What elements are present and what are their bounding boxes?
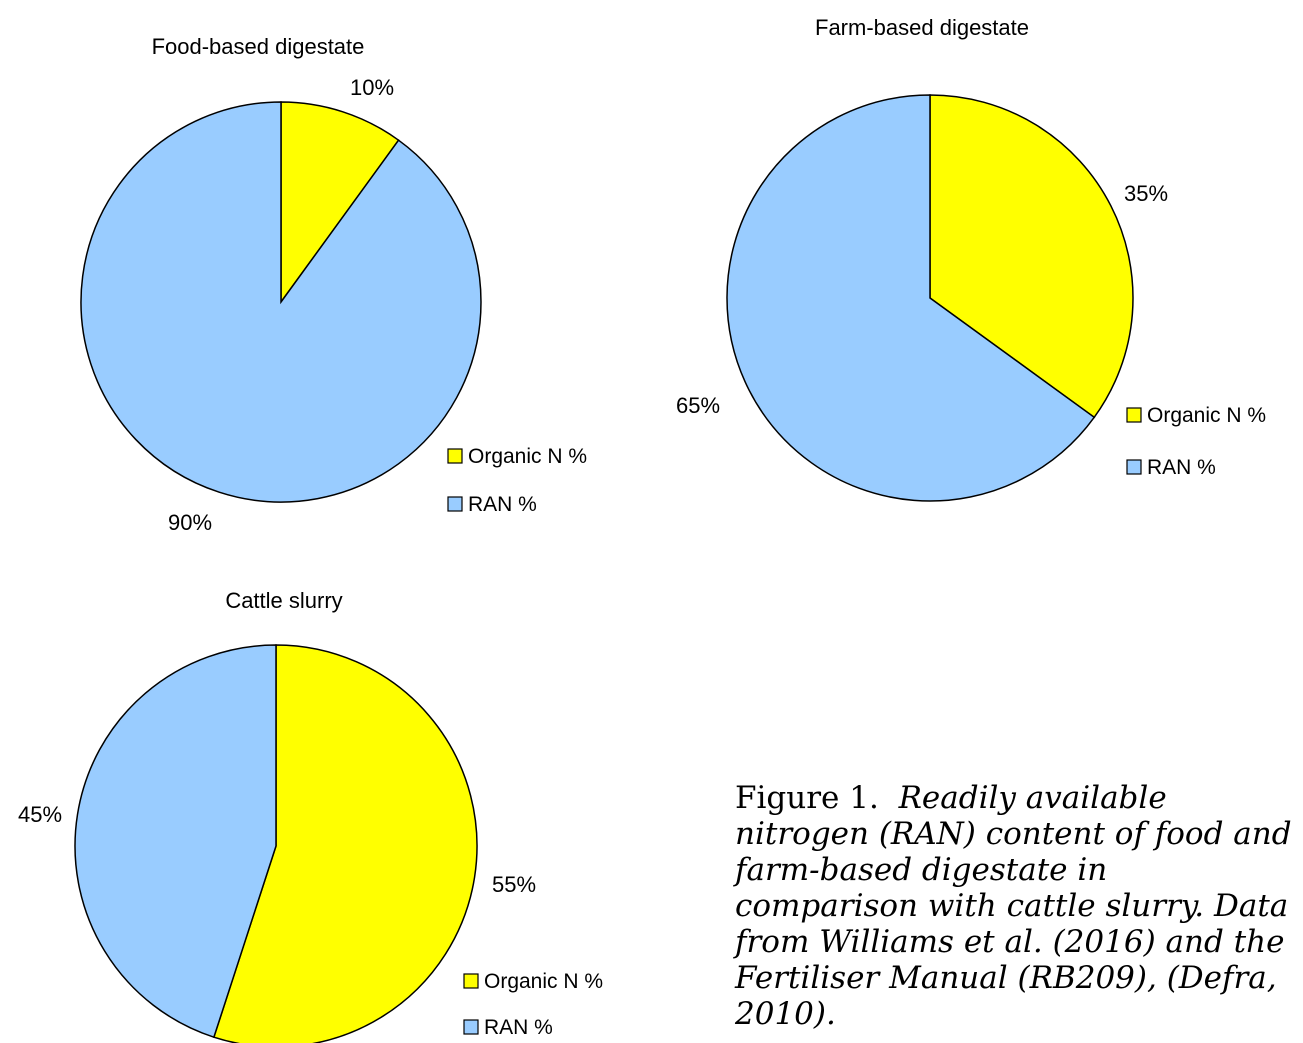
caption-label: Figure 1. — [735, 780, 879, 816]
slice-ran — [726, 94, 1096, 502]
slice-ran — [80, 101, 482, 503]
legend: Organic N % RAN % — [463, 970, 603, 1039]
legend: Organic N % RAN % — [1126, 404, 1266, 479]
legend-swatch-organic-n — [447, 448, 463, 464]
legend-swatch-ran — [1126, 459, 1142, 475]
slice-label-ran: 90% — [168, 510, 212, 535]
pie-chart-farm-based: Farm-based digestate 35% 65% Organic N %… — [676, 15, 1266, 502]
chart-title: Farm-based digestate — [815, 15, 1029, 40]
legend-swatch-organic-n — [1126, 407, 1142, 423]
legend-label-ran: RAN % — [484, 1016, 553, 1039]
chart-title: Food-based digestate — [152, 34, 365, 59]
slice-label-ran: 45% — [18, 802, 62, 827]
chart-title: Cattle slurry — [225, 588, 342, 613]
slice-label-organic-n: 35% — [1124, 181, 1168, 206]
slice-ran — [74, 644, 277, 1039]
pie-chart-cattle-slurry: Cattle slurry 55% 45% Organic N % RAN % — [18, 588, 603, 1043]
slice-label-organic-n: 55% — [492, 872, 536, 897]
legend-label-organic-n: Organic N % — [468, 445, 587, 468]
slice-label-ran: 65% — [676, 393, 720, 418]
legend-label-ran: RAN % — [1147, 456, 1216, 479]
legend-label-organic-n: Organic N % — [1147, 404, 1266, 427]
legend-swatch-organic-n — [463, 973, 479, 989]
slice-label-organic-n: 10% — [350, 75, 394, 100]
legend-label-ran: RAN % — [468, 493, 537, 516]
legend-swatch-ran — [447, 496, 463, 512]
pie-chart-food-based: Food-based digestate 10% 90% Organic N %… — [80, 34, 587, 535]
legend-label-organic-n: Organic N % — [484, 970, 603, 993]
slice-organic-n — [212, 644, 478, 1043]
legend: Organic N % RAN % — [447, 445, 587, 516]
slice-organic-n — [929, 94, 1134, 419]
legend-swatch-ran — [463, 1019, 479, 1035]
caption-text: Readily available nitrogen (RAN) content… — [735, 780, 1292, 1032]
figure-caption: Figure 1. Readily available nitrogen (RA… — [735, 780, 1295, 1032]
slice-organic-n — [280, 101, 400, 305]
